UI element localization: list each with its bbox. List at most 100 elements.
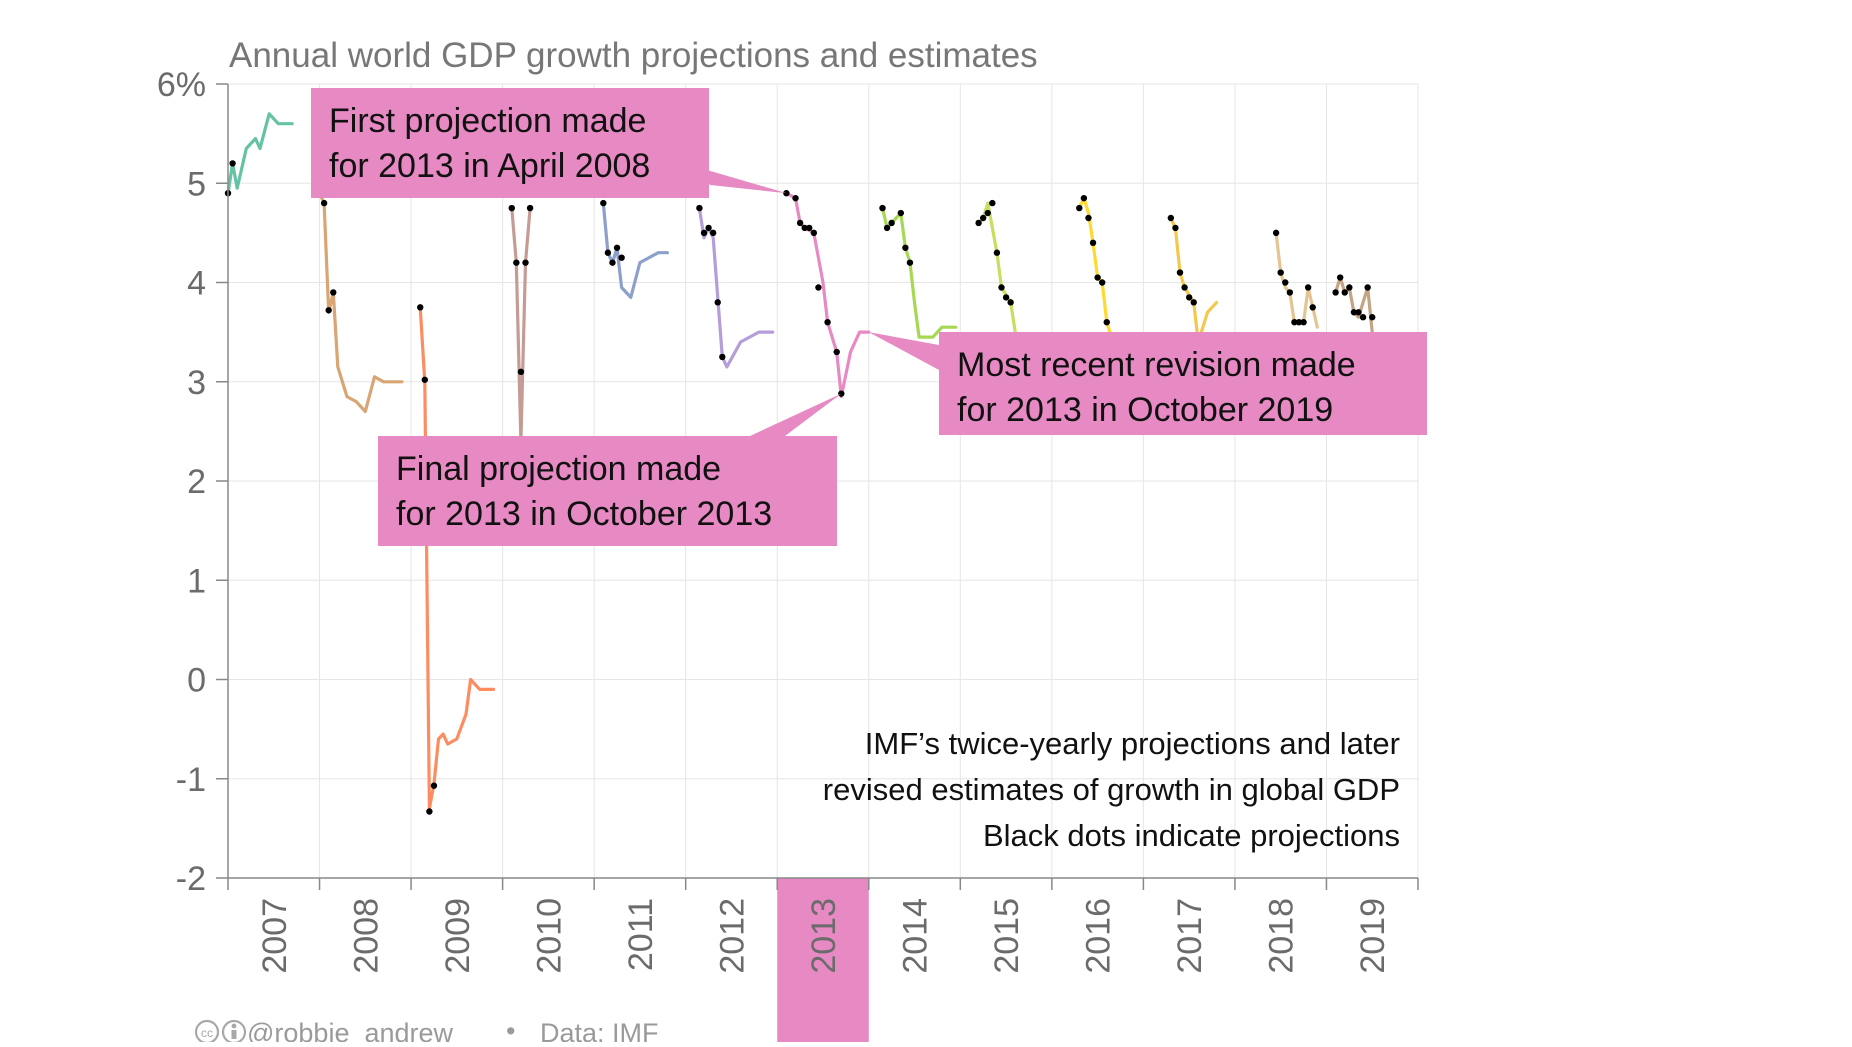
annotation: IMF’s twice-yearly projections and later…: [823, 726, 1400, 853]
projection-dot-2016: [1076, 204, 1083, 212]
series-layer: [224, 112, 1376, 815]
projection-dot-2011: [600, 199, 607, 207]
callout-pointer: [750, 393, 842, 436]
projection-dot-2019: [1332, 289, 1339, 296]
projection-dot-2017: [1181, 284, 1188, 291]
projection-dot-2016: [1098, 279, 1106, 286]
projection-dot-2012: [709, 229, 717, 237]
projection-dot-2017: [1185, 294, 1193, 301]
projection-dot-2019: [1369, 314, 1376, 321]
projection-dot-2017: [1176, 269, 1184, 276]
credit: cc @robbie_andrew • Data: IMF: [194, 1016, 659, 1047]
y-tick-label: -1: [176, 761, 206, 799]
x-tick-label: 2015: [988, 898, 1026, 974]
callout-text-line: First projection made: [329, 102, 646, 140]
y-tick-label: 6%: [157, 66, 206, 104]
projection-dot-2014: [883, 224, 891, 232]
projection-dot-2017: [1172, 224, 1179, 232]
y-tick-label: 3: [187, 364, 206, 402]
projection-dot-2015: [993, 249, 1001, 256]
callout-box: [378, 436, 837, 546]
projection-dot-2015: [979, 214, 987, 222]
projection-dot-2011: [613, 244, 621, 251]
projection-dot-2015: [989, 199, 996, 207]
projection-dot-2015: [984, 209, 991, 217]
projection-dot-2014: [879, 204, 886, 212]
x-tick-label: 2018: [1263, 898, 1301, 974]
projection-dot-2013: [806, 224, 813, 232]
series-line-2008: [317, 191, 404, 414]
projection-dot-2013: [833, 348, 840, 356]
cc-icon: cc: [194, 1019, 220, 1045]
projection-dot-2010: [526, 204, 534, 212]
callout-text-line: Most recent revision made: [957, 346, 1356, 384]
chart-title: Annual world GDP growth projections and …: [229, 36, 1038, 75]
callout-2: Final projection made for 2013 in October…: [378, 393, 842, 546]
projection-dot-2018: [1295, 319, 1303, 326]
annotation-line-2: revised estimates of growth in global GD…: [823, 772, 1400, 807]
series-line-2016: [1077, 196, 1113, 339]
callout-pointer: [868, 332, 939, 370]
axes: 6% 5 4 3 2 1 0 -1 -2 2007 2008 2009 2010 2011 2012 2013…: [157, 66, 1419, 974]
projection-dot-2010: [517, 368, 525, 376]
projection-dot-2009: [430, 782, 438, 789]
callout-box: [311, 88, 709, 198]
projection-dot-2014: [888, 219, 895, 227]
y-tick-label: -2: [176, 860, 206, 898]
projection-dot-2014: [906, 259, 914, 266]
projection-dot-2010: [522, 259, 529, 266]
callout-3: Most recent revision made for 2013 in Oct…: [868, 332, 1427, 435]
projection-dot-2018: [1291, 319, 1298, 326]
x-tick-label: 2007: [256, 898, 294, 974]
projection-dot-2019: [1350, 309, 1358, 316]
projection-dot-2008: [320, 199, 328, 207]
x-tick-label: 2017: [1171, 898, 1209, 974]
callout-text-line: for 2013 in October 2013: [396, 495, 772, 533]
credit-handle: @robbie_andrew: [247, 1018, 454, 1042]
projection-dot-2016: [1103, 319, 1110, 326]
credit-separator: •: [506, 1016, 515, 1042]
projection-dot-2012: [719, 353, 726, 361]
projection-dot-2018: [1300, 319, 1307, 326]
callout-pointer: [690, 165, 787, 194]
x-tick-label: 2011: [622, 898, 660, 971]
projection-dot-2015: [975, 219, 982, 227]
series-line-2011: [601, 201, 669, 299]
svg-text:cc: cc: [201, 1026, 213, 1040]
highlight-year-band: [777, 878, 869, 1042]
x-tick-label: 2019: [1354, 898, 1392, 974]
x-tick-label: 2012: [713, 898, 751, 974]
attribution-icon: [221, 1019, 247, 1045]
projection-dot-2013: [801, 224, 808, 232]
projection-dot-2018: [1286, 289, 1294, 296]
annotation-line-1: IMF’s twice-yearly projections and later: [865, 726, 1400, 761]
projection-dot-2008: [325, 307, 332, 314]
x-tick-label: 2008: [347, 898, 385, 974]
projection-dot-2009: [417, 304, 424, 311]
callout-text-line: Final projection made: [396, 450, 721, 488]
series-line-2014: [880, 206, 958, 339]
callouts: First projection made for 2013 in April 2…: [311, 88, 1427, 546]
projection-dot-2010: [513, 259, 520, 266]
y-tick-label: 2: [187, 463, 206, 501]
projection-dot-2012: [705, 224, 712, 232]
x-tick-label: 2010: [530, 898, 568, 974]
projection-dot-2018: [1304, 284, 1312, 291]
series-line-2017: [1169, 216, 1219, 344]
projection-dot-2019: [1346, 284, 1353, 291]
series-line-2015: [977, 201, 1017, 334]
series-line-2018: [1274, 231, 1319, 329]
projection-dot-2019: [1364, 284, 1371, 291]
projection-dot-2013: [824, 319, 831, 326]
projection-dot-2012: [696, 204, 703, 212]
projection-dot-2014: [897, 209, 905, 217]
projection-dot-2019: [1341, 289, 1348, 296]
projection-dot-2011: [618, 254, 625, 261]
x-tick-label: 2014: [897, 898, 935, 974]
projection-dot-2019: [1355, 309, 1362, 316]
callout-text-line: for 2013 in April 2008: [329, 147, 650, 185]
projection-dot-2007: [229, 160, 236, 167]
y-tick-label: 1: [187, 562, 206, 600]
projection-dot-2018: [1282, 279, 1289, 286]
